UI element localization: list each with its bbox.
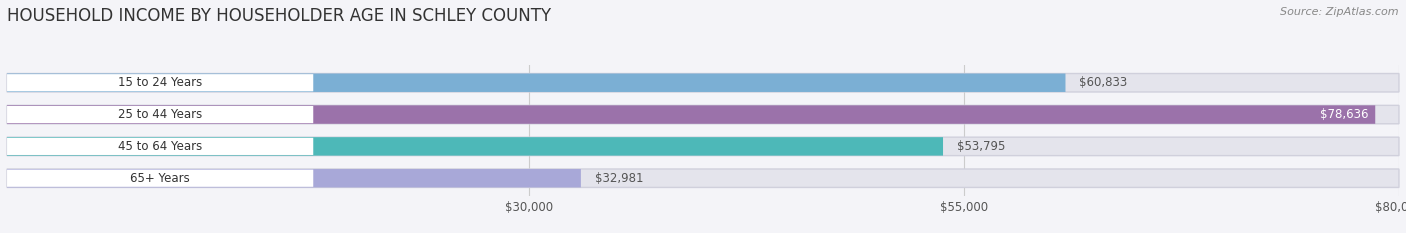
Text: $32,981: $32,981 (595, 172, 644, 185)
FancyBboxPatch shape (7, 106, 314, 123)
FancyBboxPatch shape (7, 138, 314, 155)
Text: 65+ Years: 65+ Years (131, 172, 190, 185)
FancyBboxPatch shape (7, 137, 943, 156)
FancyBboxPatch shape (7, 74, 1399, 92)
Text: $78,636: $78,636 (1320, 108, 1368, 121)
FancyBboxPatch shape (7, 74, 314, 91)
Text: 25 to 44 Years: 25 to 44 Years (118, 108, 202, 121)
FancyBboxPatch shape (7, 169, 581, 187)
Text: HOUSEHOLD INCOME BY HOUSEHOLDER AGE IN SCHLEY COUNTY: HOUSEHOLD INCOME BY HOUSEHOLDER AGE IN S… (7, 7, 551, 25)
FancyBboxPatch shape (7, 137, 1399, 156)
FancyBboxPatch shape (7, 74, 1066, 92)
FancyBboxPatch shape (7, 105, 1399, 124)
FancyBboxPatch shape (7, 170, 314, 187)
FancyBboxPatch shape (7, 105, 1375, 124)
Text: 45 to 64 Years: 45 to 64 Years (118, 140, 202, 153)
Text: $60,833: $60,833 (1080, 76, 1128, 89)
Text: 15 to 24 Years: 15 to 24 Years (118, 76, 202, 89)
Text: $53,795: $53,795 (957, 140, 1005, 153)
FancyBboxPatch shape (7, 169, 1399, 187)
Text: Source: ZipAtlas.com: Source: ZipAtlas.com (1281, 7, 1399, 17)
